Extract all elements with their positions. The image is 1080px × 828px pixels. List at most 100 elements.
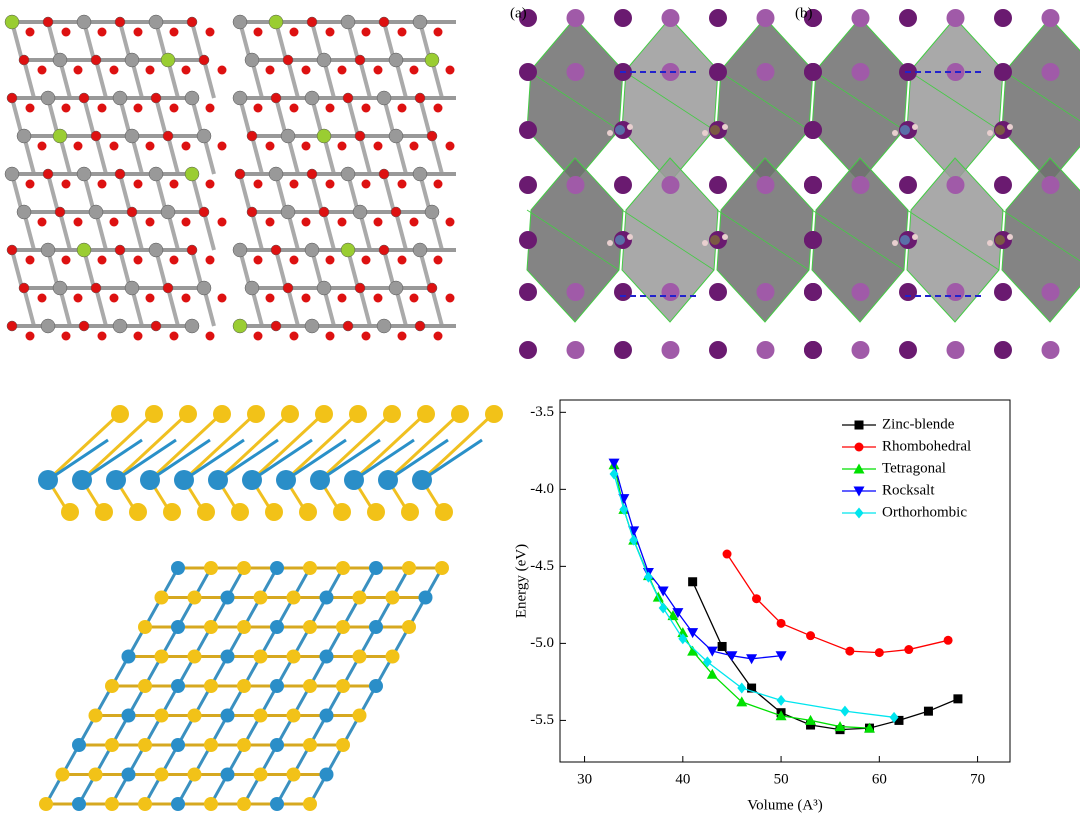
- atom: [105, 738, 119, 752]
- atom: [378, 244, 390, 256]
- atom: [154, 649, 169, 664]
- atom: [187, 708, 202, 723]
- bond: [183, 438, 245, 482]
- atom: [265, 293, 275, 303]
- atom: [253, 255, 263, 265]
- atom: [25, 331, 35, 341]
- atom: [352, 204, 368, 220]
- atom: [337, 65, 347, 75]
- atom: [303, 561, 317, 575]
- atom: [361, 255, 371, 265]
- sulfur: [401, 503, 419, 521]
- sulfur: [129, 503, 147, 521]
- hydrogen: [627, 234, 633, 240]
- octahedron: [526, 157, 624, 323]
- y-tick-label: -5.5: [530, 712, 554, 728]
- atom: [160, 52, 176, 68]
- atom: [4, 166, 20, 182]
- atom: [25, 179, 35, 189]
- sulfur: [247, 405, 265, 423]
- atom: [220, 708, 235, 723]
- iodine: [614, 176, 632, 194]
- atom: [253, 767, 268, 782]
- iodine: [519, 231, 537, 249]
- atom: [412, 166, 428, 182]
- iodine: [709, 9, 727, 27]
- marker: [746, 654, 758, 665]
- sulfur: [179, 405, 197, 423]
- legend-marker: [853, 486, 865, 497]
- atom: [220, 649, 235, 664]
- organic-atom: [615, 235, 625, 245]
- atom: [145, 217, 155, 227]
- atom: [205, 331, 215, 341]
- atom: [337, 217, 347, 227]
- bond: [430, 135, 444, 175]
- atom: [97, 27, 107, 37]
- sulfur: [299, 503, 317, 521]
- atom: [217, 65, 227, 75]
- atom: [304, 318, 320, 334]
- bond: [250, 211, 264, 251]
- marker: [687, 645, 699, 656]
- atom: [369, 620, 383, 634]
- marker: [628, 526, 640, 537]
- atom: [72, 797, 86, 811]
- atom: [40, 318, 56, 334]
- hydrogen: [1007, 124, 1013, 130]
- iodine: [709, 63, 727, 81]
- atom: [73, 65, 83, 75]
- atom: [88, 708, 103, 723]
- iodine: [899, 176, 917, 194]
- atom: [25, 27, 35, 37]
- metal: [412, 470, 432, 490]
- atom: [424, 204, 440, 220]
- bond: [82, 97, 96, 137]
- marker: [618, 494, 630, 505]
- atom: [121, 767, 136, 782]
- atom: [402, 620, 416, 634]
- atom: [246, 206, 258, 218]
- atom: [6, 92, 18, 104]
- atom: [73, 293, 83, 303]
- iodine: [851, 341, 870, 359]
- atom: [286, 590, 301, 605]
- bond: [394, 211, 408, 251]
- atom: [205, 103, 215, 113]
- atom: [205, 255, 215, 265]
- marker: [619, 503, 629, 515]
- atom: [286, 708, 301, 723]
- iodine: [804, 176, 822, 194]
- sulfur: [231, 503, 249, 521]
- bond: [46, 173, 60, 213]
- bond: [118, 21, 132, 61]
- atom: [306, 168, 318, 180]
- atom: [325, 255, 335, 265]
- atom: [90, 130, 102, 142]
- organic-atom: [900, 235, 910, 245]
- iodine: [661, 176, 680, 194]
- metal: [72, 470, 92, 490]
- iodine: [1041, 176, 1060, 194]
- marker: [702, 656, 712, 668]
- hydrogen: [702, 240, 708, 246]
- atom: [145, 65, 155, 75]
- atom: [340, 14, 356, 30]
- atom: [270, 561, 284, 575]
- atom: [171, 561, 185, 575]
- bond: [346, 97, 360, 137]
- atom: [253, 179, 263, 189]
- atom: [270, 679, 284, 693]
- iodine: [566, 341, 585, 359]
- octahedron: [906, 157, 1004, 323]
- atom: [270, 92, 282, 104]
- bond: [251, 438, 313, 482]
- bond: [166, 287, 180, 327]
- bond: [154, 97, 168, 137]
- atom: [361, 331, 371, 341]
- hydrogen: [722, 124, 728, 130]
- atom: [426, 130, 438, 142]
- atom: [133, 331, 143, 341]
- iodine: [756, 63, 775, 81]
- atom: [319, 649, 334, 664]
